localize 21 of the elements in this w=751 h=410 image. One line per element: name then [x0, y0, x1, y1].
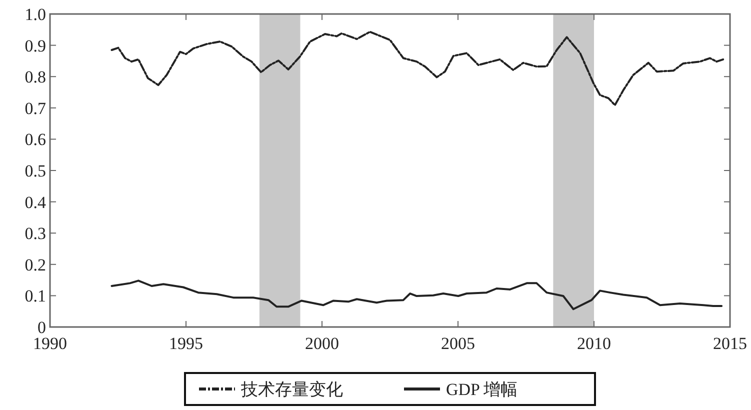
- x-tick-label: 2005: [441, 334, 475, 353]
- y-tick-label: 0.2: [24, 255, 46, 274]
- y-tick-label: 0.9: [24, 36, 46, 56]
- y-tick-label: 0: [38, 318, 46, 337]
- y-tick-label: 0.6: [24, 130, 46, 150]
- y-tick-label: 0.7: [24, 98, 46, 118]
- x-tick-label: 1990: [33, 334, 67, 353]
- line-series: [110, 30, 724, 106]
- x-tick-label: 1995: [169, 334, 203, 353]
- legend-label: GDP 增幅: [446, 380, 518, 399]
- y-tick-label: 0.4: [24, 192, 46, 212]
- x-tick-label: 2015: [713, 334, 747, 353]
- y-tick-label: 0.5: [24, 161, 46, 180]
- y-tick-label: 1.0: [24, 4, 46, 24]
- y-tick-label: 0.3: [24, 224, 46, 244]
- legend-label: 技术存量变化: [240, 380, 343, 399]
- x-tick-label: 2000: [305, 334, 339, 353]
- line-series: [110, 280, 723, 310]
- y-tick-label: 0.8: [24, 68, 46, 87]
- x-tick-label: 2010: [577, 334, 611, 353]
- y-tick-label: 0.1: [24, 286, 46, 306]
